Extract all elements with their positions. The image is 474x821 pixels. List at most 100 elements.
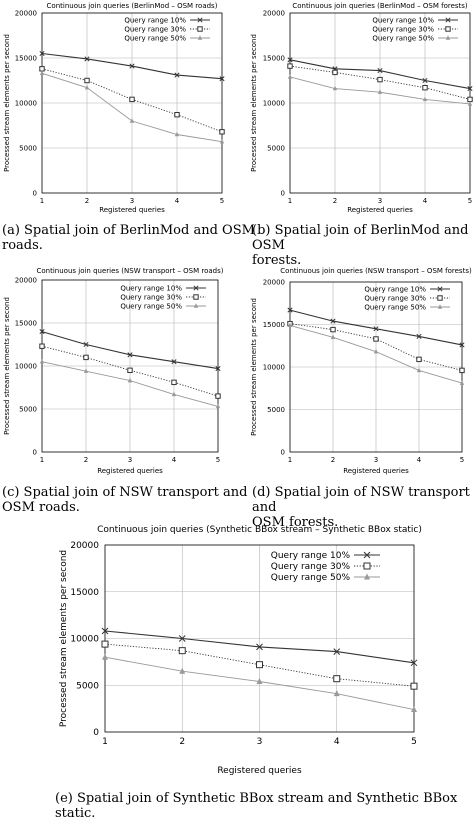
series-line-2 [289, 65, 471, 100]
legend-marker [363, 562, 371, 570]
y-axis-label: Processed stream elements per second [3, 34, 11, 172]
y-tick-label: 0 [281, 189, 285, 197]
x-axis-label: Registered queries [217, 766, 302, 776]
data-point [333, 648, 341, 655]
data-point [377, 76, 383, 83]
chart-title: Continuous join queries (NSW transport –… [280, 267, 472, 275]
x-tick-label: 2 [333, 197, 337, 205]
data-point [171, 359, 177, 365]
plot-frame [41, 279, 219, 453]
x-tick-label: 5 [468, 197, 472, 205]
data-point [411, 706, 417, 713]
data-point [129, 96, 135, 103]
legend-marker [193, 294, 199, 300]
data-point [129, 118, 135, 123]
x-tick-label: 5 [411, 737, 417, 747]
legend-label: Query range 10% [124, 16, 186, 24]
data-point [256, 678, 263, 685]
legend-label: Query range 10% [271, 551, 351, 561]
data-point [422, 85, 428, 91]
legend-marker [364, 573, 370, 580]
x-tick-label: 5 [460, 456, 464, 464]
y-tick-label: 10000 [15, 362, 37, 370]
x-tick-label: 4 [334, 737, 340, 747]
y-tick-label: 15000 [263, 321, 285, 329]
data-point [256, 643, 263, 651]
data-point [39, 343, 45, 349]
x-tick-label: 1 [288, 197, 292, 205]
plot-frame [289, 281, 463, 453]
y-axis-label: Processed stream elements per second [250, 34, 258, 172]
data-point [83, 341, 89, 348]
y-tick-label: 15000 [263, 54, 285, 62]
data-point [219, 129, 225, 135]
data-point [377, 89, 383, 94]
x-tick-label: 4 [175, 197, 180, 205]
data-point [101, 640, 109, 648]
data-point [83, 368, 89, 373]
data-point [333, 690, 340, 697]
data-point [178, 647, 186, 655]
data-point [459, 342, 465, 348]
x-tick-label: 1 [40, 197, 44, 205]
x-tick-label: 3 [130, 197, 134, 205]
data-point [215, 403, 221, 409]
data-point [422, 96, 428, 102]
data-point [287, 57, 293, 63]
data-point [467, 101, 473, 106]
data-point [179, 667, 186, 674]
y-tick-label: 10000 [263, 363, 285, 371]
x-tick-label: 3 [378, 197, 382, 205]
y-tick-label: 20000 [15, 9, 37, 17]
caption-b: (b) Spatial join of BerlinMod and OSM fo… [252, 223, 469, 268]
data-point [287, 307, 293, 313]
y-tick-label: 20000 [263, 278, 285, 286]
x-tick-label: 1 [40, 456, 44, 464]
x-tick-label: 2 [84, 456, 88, 464]
legend-marker [445, 35, 451, 40]
data-point [127, 352, 133, 358]
data-point [84, 56, 90, 62]
chart-title: Continuous join queries (Synthetic BBox … [97, 525, 422, 535]
data-point [171, 379, 177, 386]
y-tick-label: 5000 [19, 144, 37, 152]
legend-label: Query range 50% [364, 303, 426, 311]
data-point [410, 659, 418, 667]
data-point [330, 326, 336, 333]
chart-panel-d: 1 2 3 4 5 0 5000 10000 15000 20000 Continuous join… [250, 267, 472, 475]
data-point [467, 96, 473, 103]
y-tick-label: 5000 [19, 405, 37, 413]
data-point [129, 63, 135, 69]
data-point [39, 359, 45, 364]
caption-c: (c) Spatial join of NSW transport and OS… [2, 485, 248, 515]
legend-label: Query range 50% [372, 34, 434, 42]
data-point [174, 131, 180, 137]
data-point [39, 329, 45, 335]
y-tick-label: 5000 [267, 144, 285, 152]
legend-label: Query range 50% [120, 302, 182, 310]
data-point [330, 318, 336, 324]
data-point [410, 682, 418, 690]
chart-title: Continuous join queries (BerlinMod – OSM… [292, 2, 468, 10]
x-axis-label: Registered queries [97, 467, 163, 475]
x-tick-label: 3 [128, 456, 132, 464]
x-axis-label: Registered queries [347, 206, 413, 214]
caption-a: (a) Spatial join of BerlinMod and OSM ro… [2, 223, 255, 253]
x-tick-label: 5 [220, 197, 224, 205]
y-tick-label: 0 [33, 189, 37, 197]
data-point [373, 326, 379, 332]
y-tick-label: 20000 [263, 9, 285, 17]
data-point [174, 112, 180, 118]
x-tick-label: 4 [423, 197, 428, 205]
data-point [373, 336, 379, 342]
data-point [256, 661, 263, 669]
data-point [287, 63, 293, 69]
y-tick-label: 15000 [70, 588, 99, 598]
legend-marker [363, 551, 371, 559]
data-point [171, 391, 177, 397]
data-point [39, 70, 45, 75]
y-tick-label: 5000 [76, 681, 99, 691]
data-point [422, 77, 428, 84]
legend-marker [445, 17, 451, 23]
